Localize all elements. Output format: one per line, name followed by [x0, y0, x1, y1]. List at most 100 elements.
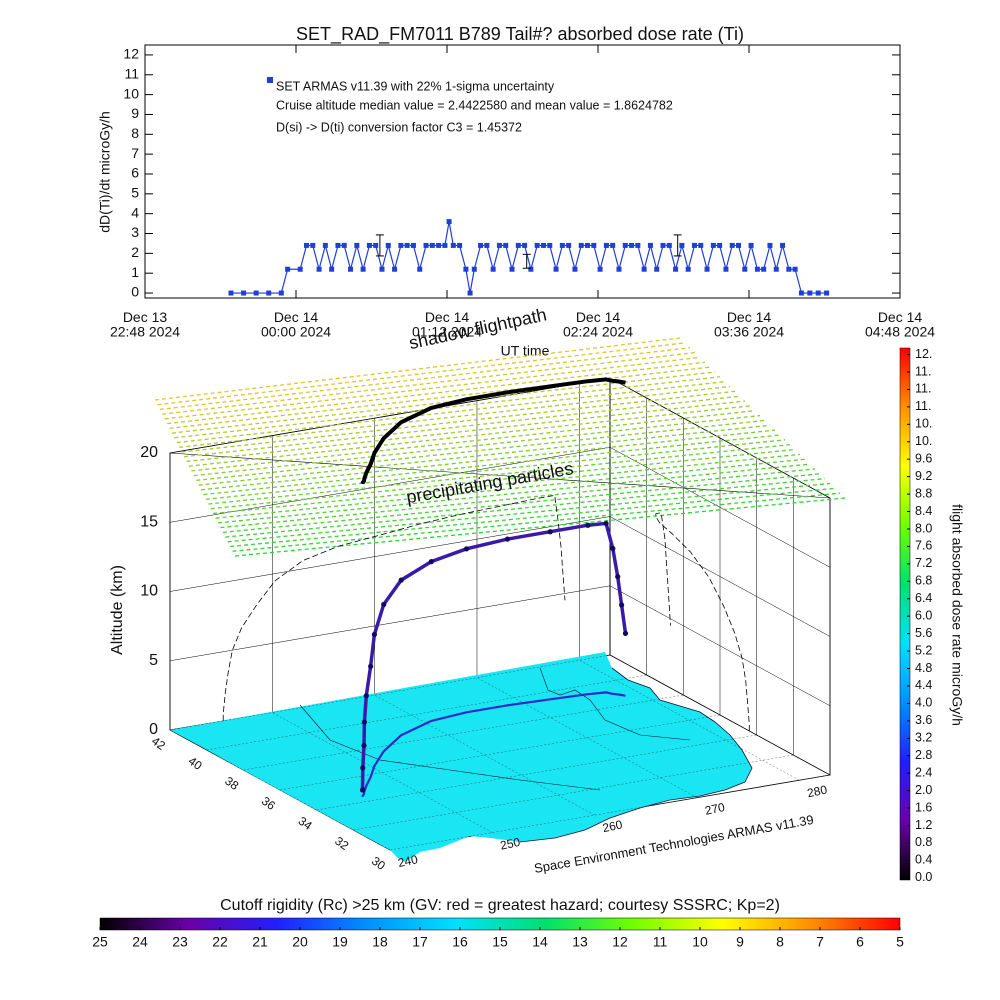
series-line	[230, 221, 827, 294]
series-marker	[410, 242, 416, 248]
series-marker	[780, 242, 786, 248]
particle-layer	[191, 410, 756, 472]
colorbar-tick-label: 19	[332, 934, 348, 950]
track-point	[610, 545, 616, 552]
label-line: 01:12 2024	[412, 323, 482, 339]
colorbar-tick-label: 5.2	[915, 643, 932, 657]
particle-layer	[227, 482, 831, 543]
track-point	[398, 577, 404, 583]
series-marker	[310, 242, 316, 248]
colorbar-tick-label: 11.	[915, 399, 931, 413]
colorbar-tick-label: 8.4	[915, 504, 932, 518]
colorbar-tick-label: 18	[372, 934, 388, 950]
series-marker	[654, 266, 660, 272]
y-tick-label: 6	[131, 165, 139, 181]
y-axis-label: dD(Ti)/dt microGy/h	[97, 111, 113, 233]
colorbar-tick-label: 2.8	[915, 748, 932, 762]
y-tick-label: 2	[131, 244, 139, 260]
colorbar-tick-label: 6.0	[915, 608, 932, 622]
label-line: 00:00 2024	[261, 323, 331, 339]
floor-grid	[272, 712, 493, 833]
series-marker	[647, 242, 653, 248]
colorbar-tick-label: 25	[92, 934, 108, 950]
particle-layer	[176, 380, 726, 444]
lat-tick-label: 36	[259, 794, 278, 813]
series-marker	[553, 266, 559, 272]
floor-grid	[476, 677, 698, 798]
series-marker	[297, 266, 303, 272]
series-marker	[786, 266, 792, 272]
colorbar-title: Cutoff rigidity (Rc) >25 km (GV: red = g…	[220, 897, 780, 914]
series-marker	[807, 290, 813, 296]
track-point	[359, 787, 366, 793]
colorbar-tick-label: 0.8	[915, 835, 932, 849]
series-marker	[622, 242, 628, 248]
lat-tick-label: 30	[369, 854, 388, 873]
colorbar-tick-label: 0.4	[915, 853, 932, 867]
series-marker	[547, 242, 553, 248]
series-marker	[446, 219, 452, 225]
particle-layer	[188, 405, 751, 467]
series-marker	[578, 242, 584, 248]
particle-layer	[181, 390, 736, 453]
label-line: Dec 14	[274, 309, 319, 325]
series-marker	[385, 242, 391, 248]
y-tick-label: 4	[131, 204, 139, 220]
series-marker	[373, 242, 379, 248]
series-marker	[736, 242, 742, 248]
z-tick-label: 15	[140, 513, 158, 530]
track-point	[428, 559, 434, 565]
colorbar-tick-label: 8.0	[915, 521, 932, 535]
x-tick-label: Dec 14 01:12 2024	[412, 309, 482, 340]
track-point	[361, 742, 367, 749]
colorbar-tick-label: 1.2	[915, 818, 932, 832]
wall-profile	[655, 512, 750, 731]
lon-tick-label: 240	[397, 852, 420, 870]
series-marker	[685, 266, 691, 272]
series-marker	[450, 242, 456, 248]
colorbar-tick-label: 23	[172, 934, 188, 950]
series-marker	[463, 266, 469, 272]
series-marker	[335, 242, 341, 248]
y-tick-label: 0	[131, 284, 139, 300]
colorbar-tick-label: 2.4	[915, 765, 932, 779]
series-marker	[484, 242, 490, 248]
colorbar-tick-label: 11.	[915, 382, 931, 396]
series-marker	[773, 266, 779, 272]
x-tick-label: Dec 14 00:00 2024	[261, 309, 331, 340]
series-marker	[723, 266, 729, 272]
label-line: Dec 13	[123, 309, 168, 325]
label-line: Dec 14	[878, 309, 923, 325]
particle-layer	[157, 342, 686, 406]
series-marker	[496, 242, 502, 248]
series-marker	[366, 242, 372, 248]
colorbar-tick-label: 8.8	[915, 486, 932, 500]
x-tick-label: Dec 13 22:48 2024	[110, 309, 180, 340]
wall-profile	[222, 494, 566, 721]
series-marker	[303, 242, 309, 248]
series-marker	[559, 242, 565, 248]
series-marker	[522, 242, 528, 248]
series-marker	[417, 266, 423, 272]
label-line: 22:48 2024	[110, 323, 180, 339]
z-tick-label: 10	[140, 583, 158, 600]
particle-layer	[230, 487, 836, 548]
series-marker	[471, 266, 477, 272]
series-marker	[509, 266, 515, 272]
annotation: D(si) -> D(ti) conversion factor C3 = 1.…	[276, 120, 522, 134]
series-marker	[228, 290, 234, 296]
y-tick-label: 7	[131, 145, 139, 161]
colorbar-tick-label: 4.8	[915, 661, 932, 675]
series-marker	[534, 242, 540, 248]
track-point	[547, 529, 553, 535]
track-point	[622, 630, 629, 636]
y-tick-label: 3	[131, 224, 139, 240]
track-point	[585, 522, 591, 528]
series-marker	[278, 290, 284, 296]
series-marker	[673, 266, 679, 272]
colorbar-tick-label: 7.6	[915, 539, 932, 553]
lon-tick-label: 270	[704, 800, 727, 818]
z-tick-label: 20	[140, 444, 158, 461]
colorbar-tick-label: 8	[776, 934, 784, 950]
colorbar-tick-label: 11	[653, 934, 668, 950]
